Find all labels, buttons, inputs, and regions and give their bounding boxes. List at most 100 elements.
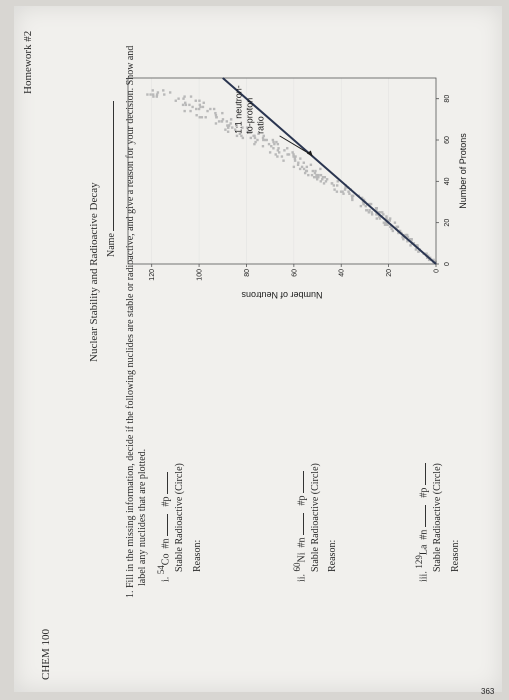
y-tick-label: 60: [291, 269, 298, 277]
stable-nuclide-point: [319, 167, 322, 171]
stable-nuclide-point: [282, 159, 285, 162]
stable-nuclide-point: [270, 144, 273, 148]
stable-radioactive-choice-iii[interactable]: Stable Radioactive (Circle): [432, 463, 443, 572]
stable-nuclide-point: [261, 144, 265, 148]
stable-nuclide-point: [168, 91, 172, 94]
stable-nuclide-point: [414, 248, 418, 251]
stable-nuclide-point: [221, 111, 224, 115]
homework-number: Homework #2: [22, 30, 34, 94]
stable-nuclide-point: [155, 95, 159, 98]
stable-nuclide-point: [365, 209, 369, 212]
proton-blank-ii[interactable]: [294, 470, 305, 493]
stable-nuclide-point: [238, 132, 242, 135]
stable-nuclide-point: [347, 190, 350, 193]
stable-nuclide-point: [183, 109, 186, 113]
neutron-blank-iii[interactable]: [416, 505, 427, 528]
x-tick-label: 40: [444, 177, 451, 185]
stable-nuclide-point: [388, 219, 392, 222]
stable-nuclide-point: [253, 142, 256, 146]
stable-nuclide-point: [262, 138, 265, 142]
stable-nuclide-point: [293, 157, 297, 160]
stable-nuclide-point: [319, 173, 323, 177]
neutron-proton-chart: 0 20 40 60 80 0 20 40 60 80 100 120 1:1 neutron-to-…: [127, 77, 468, 300]
stable-radioactive-choice-ii[interactable]: Stable Radioactive (Circle): [310, 463, 321, 572]
stable-nuclide-point: [235, 134, 239, 138]
rotated-page-content: CHEM 100 Homework #2 Nuclear Stability a…: [14, 6, 502, 692]
stable-nuclide-point: [332, 184, 336, 187]
stable-nuclide-point: [294, 155, 297, 158]
neutron-blank-ii[interactable]: [294, 512, 305, 535]
stable-nuclide-point: [370, 213, 374, 216]
stable-nuclide-point: [287, 153, 291, 156]
annotation-line: ratio: [256, 116, 266, 134]
stable-nuclide-point: [298, 167, 302, 171]
stable-nuclide-point: [417, 250, 420, 253]
stable-nuclide-point: [221, 118, 225, 121]
stable-nuclide-point: [342, 192, 345, 195]
stable-nuclide-point: [151, 89, 154, 92]
stable-nuclide-point: [317, 176, 320, 179]
stable-nuclide-point: [409, 244, 412, 247]
stable-nuclide-point: [152, 95, 155, 98]
stable-nuclide-point: [396, 225, 400, 228]
stable-nuclide-point: [388, 217, 392, 220]
stable-nuclide-point: [276, 149, 280, 152]
neutron-blank-i[interactable]: [158, 514, 169, 537]
stable-nuclide-point: [362, 202, 365, 206]
stable-nuclide-point: [406, 233, 409, 237]
stability-band: [146, 89, 437, 264]
stable-nuclide-point: [235, 124, 238, 127]
stable-nuclide-point: [305, 165, 309, 169]
stable-nuclide-point: [315, 173, 318, 177]
annotation-arrowhead: [306, 150, 313, 157]
stable-nuclide-point: [199, 105, 202, 109]
stable-nuclide-point: [189, 109, 192, 113]
stable-nuclide-point: [390, 227, 393, 231]
stable-nuclide-point: [146, 93, 149, 96]
axes: [127, 77, 439, 267]
stable-nuclide-point: [302, 161, 305, 164]
stable-nuclide-point: [201, 105, 205, 109]
one-to-one-ratio-line: [222, 77, 437, 265]
stable-nuclide-point: [336, 180, 339, 183]
stable-nuclide-point: [385, 215, 388, 218]
stable-nuclide-point: [307, 173, 310, 177]
course-code: CHEM 100: [40, 628, 52, 680]
stable-nuclide-point: [162, 89, 165, 92]
stable-nuclide-point: [313, 171, 317, 175]
stable-nuclide-point: [174, 99, 177, 102]
stable-nuclide-point: [333, 188, 336, 191]
stable-nuclide-point: [359, 204, 363, 208]
stable-nuclide-point: [198, 116, 201, 119]
stable-nuclide-point: [247, 130, 250, 133]
stable-nuclide-point: [312, 176, 316, 179]
stable-nuclide-point: [252, 134, 255, 138]
stable-nuclide-point: [277, 147, 280, 150]
stable-nuclide-point: [310, 173, 314, 177]
stable-nuclide-point: [280, 155, 284, 158]
stable-nuclide-point: [194, 99, 197, 102]
y-tick-label: 120: [149, 269, 156, 281]
stable-nuclide-point: [321, 178, 324, 181]
page-number: 363: [481, 687, 495, 696]
nuclide-iii: iii. 129La #n #p: [414, 463, 429, 582]
stable-nuclide-point: [378, 217, 382, 220]
x-tick-label: 0: [444, 262, 451, 266]
stable-nuclide-point: [276, 155, 279, 158]
stable-nuclide-point: [188, 103, 191, 107]
stable-radioactive-choice-i[interactable]: Stable Radioactive (Circle): [174, 463, 185, 572]
stable-nuclide-point: [214, 111, 217, 115]
stable-nuclide-point: [267, 142, 271, 146]
annotation-line: to-proton: [245, 98, 255, 134]
nuclide-ii: ii. 60Ni #n #p: [292, 470, 307, 582]
stable-nuclide-point: [231, 126, 234, 129]
stable-nuclide-point: [195, 113, 198, 117]
stable-nuclide-point: [393, 221, 397, 224]
proton-blank-iii[interactable]: [416, 463, 427, 486]
stable-nuclide-point: [330, 182, 334, 185]
stable-nuclide-point: [351, 196, 354, 200]
stable-nuclide-point: [292, 155, 295, 158]
proton-blank-i[interactable]: [158, 472, 169, 495]
name-blank[interactable]: [104, 100, 114, 231]
stable-nuclide-point: [189, 95, 193, 98]
